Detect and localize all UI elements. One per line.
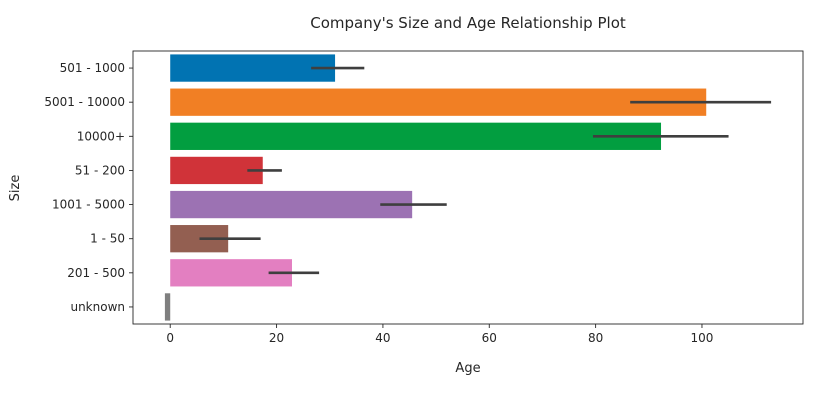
y-tick-label: unknown	[70, 300, 125, 314]
x-tick-label: 100	[691, 331, 714, 345]
x-tick-label: 0	[166, 331, 174, 345]
bars-group	[164, 54, 707, 321]
y-tick-label: 1 - 50	[90, 232, 125, 246]
bar-unknown	[164, 293, 171, 321]
bar-501-1000	[170, 54, 336, 82]
bar-1001-5000	[170, 190, 413, 219]
chart-title: Company's Size and Age Relationship Plot	[310, 14, 626, 32]
x-axis-ticks: 0 20 40 60 80 100	[166, 324, 713, 345]
x-tick-label: 20	[269, 331, 284, 345]
x-axis-label: Age	[455, 361, 480, 376]
bar-10000	[170, 122, 662, 150]
y-tick-label: 1001 - 5000	[52, 198, 125, 212]
y-axis-ticks: 501 - 1000 5001 - 10000 10000+ 51 - 200 1001…	[44, 61, 133, 314]
y-tick-label: 10000+	[77, 129, 125, 143]
bar-5001-10000	[170, 88, 707, 116]
error-bars-group	[199, 66, 772, 275]
x-tick-label: 80	[588, 331, 603, 345]
x-tick-label: 40	[375, 331, 390, 345]
plot-frame	[132, 50, 804, 325]
y-tick-label: 51 - 200	[75, 163, 125, 177]
y-tick-label: 201 - 500	[67, 266, 125, 280]
x-tick-label: 60	[482, 331, 497, 345]
y-tick-label: 5001 - 10000	[44, 95, 125, 109]
y-tick-label: 501 - 1000	[60, 61, 125, 75]
y-axis-label: Size	[8, 175, 23, 202]
